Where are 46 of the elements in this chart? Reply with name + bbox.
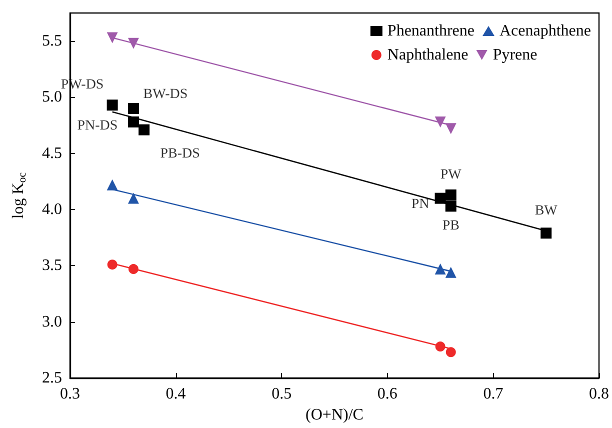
x-tick-label: 0.5 [272,386,292,402]
legend-label: Acenaphthene [499,22,592,40]
x-tick-label: 0.4 [166,386,186,402]
point [446,347,456,358]
point [106,100,118,111]
annotation: PN [411,196,430,212]
annotation: PB-DS [160,146,200,162]
point [434,264,446,275]
annotation: PW [440,167,462,182]
point [445,266,456,278]
annotation: PN-DS [77,118,118,134]
y-axis-title: log Koc [10,172,28,219]
legend-label: Naphthalene [387,46,468,64]
y-tick-label: 5.0 [42,88,62,106]
y-tick-label: 2.5 [42,370,62,386]
x-tick-label: 0.6 [377,386,398,402]
point [128,116,139,128]
point [434,192,446,204]
annotation: BW [534,204,558,219]
point [106,179,118,190]
annotation: PB [442,218,460,234]
point [128,192,139,204]
y-tick-label: 3.5 [42,257,62,274]
x-tick-label: 0.7 [483,386,504,402]
legend-label: Phenanthrene [387,22,474,40]
point [128,102,139,114]
point [128,38,139,49]
point [540,228,552,239]
point [106,32,118,44]
point [435,342,446,352]
point [445,123,456,134]
x-tick-label: 0.3 [60,386,80,402]
y-tick-label: 4.0 [42,201,62,218]
annotation: BW-DS [143,86,188,102]
point [434,116,446,128]
point [445,189,456,200]
y-tick-label: 3.0 [42,313,62,330]
point [445,200,456,212]
point [138,124,150,136]
y-tick-label: 4.5 [42,144,62,162]
x-axis-title: (O+N)/C [306,406,364,424]
y-tick-label: 5.5 [42,32,62,50]
point [107,260,118,270]
x-tick-label: 0.8 [589,386,609,402]
legend-label: Pyrene [492,46,538,64]
point [128,264,138,274]
